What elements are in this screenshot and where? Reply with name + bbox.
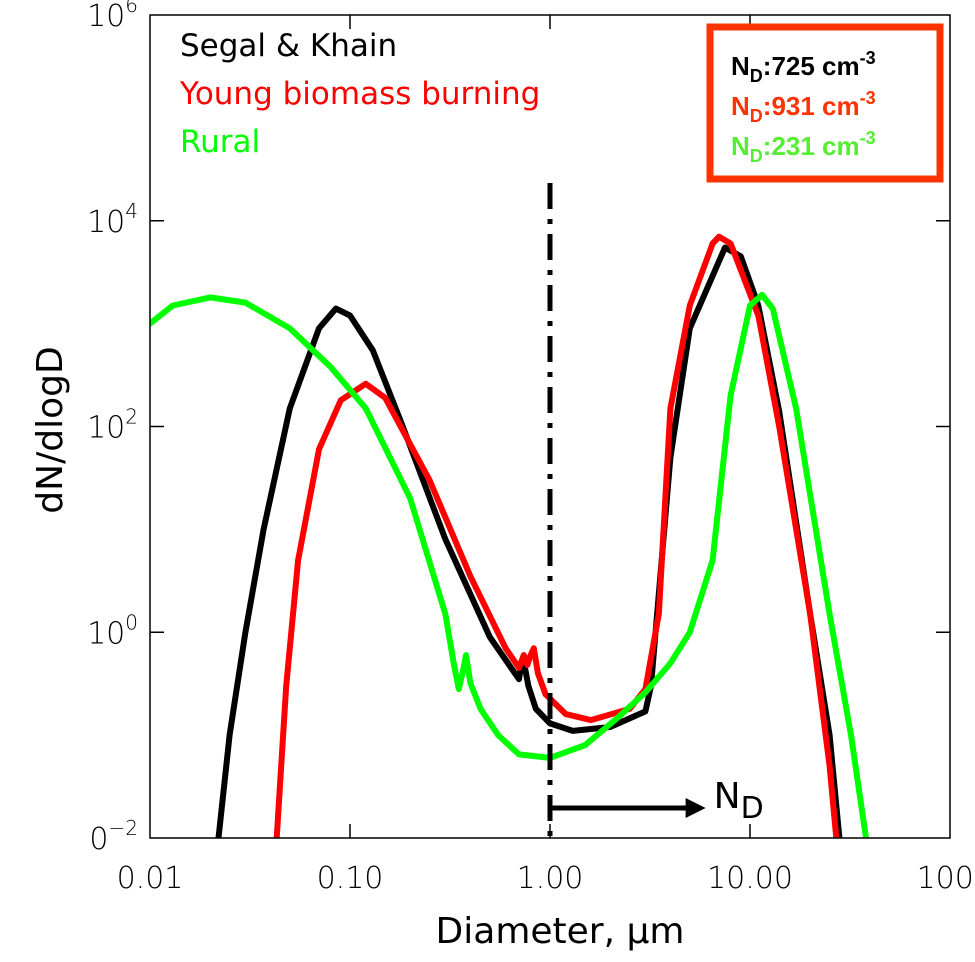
legend-entry-0: Segal & Khain <box>180 28 397 64</box>
legend-entry-2: Rural <box>180 124 260 160</box>
nd-arrow-head <box>685 798 706 818</box>
axis-ticks <box>150 15 950 838</box>
y-tick-label-4: 106 <box>87 0 138 34</box>
x-axis-title: Diameter, µm <box>436 911 685 952</box>
y-tick-label-2: 102 <box>87 405 138 446</box>
x-tick-label-4: 10.00 <box>707 861 793 896</box>
x-tick-label-3: 1.00 <box>517 861 584 896</box>
series-line-1 <box>273 233 840 838</box>
series-curves <box>150 183 869 838</box>
y-tick-label-3: 104 <box>87 199 138 240</box>
nd-box-entry-1: ND:931 cm-3 <box>731 88 876 126</box>
legend-entry-1: Young biomass burning <box>179 76 540 112</box>
nd-arrow-label: ND <box>714 776 764 826</box>
legend: Segal & Khain Young biomass burning Rural <box>179 28 540 160</box>
y-tick-label-0: 0−2 <box>89 816 138 857</box>
nd-concentration-box: ND:725 cm-3ND:931 cm-3ND:231 cm-3 <box>706 23 944 183</box>
series-line-2 <box>150 291 869 838</box>
nd-annotation: ND <box>550 776 764 826</box>
y-axis-title: dN/dlogD <box>30 346 71 513</box>
x-tick-label-2: 0.10 <box>317 861 384 896</box>
x-tick-label-5: 100. <box>917 861 975 896</box>
series-line-0 <box>215 244 843 838</box>
x-tick-label-1: 0.01 <box>117 861 184 896</box>
nd-box-border <box>706 23 944 183</box>
y-tick-label-1: 100 <box>87 610 138 651</box>
nd-box-entry-0: ND:725 cm-3 <box>731 48 876 86</box>
nd-box-entry-2: ND:231 cm-3 <box>731 128 876 166</box>
